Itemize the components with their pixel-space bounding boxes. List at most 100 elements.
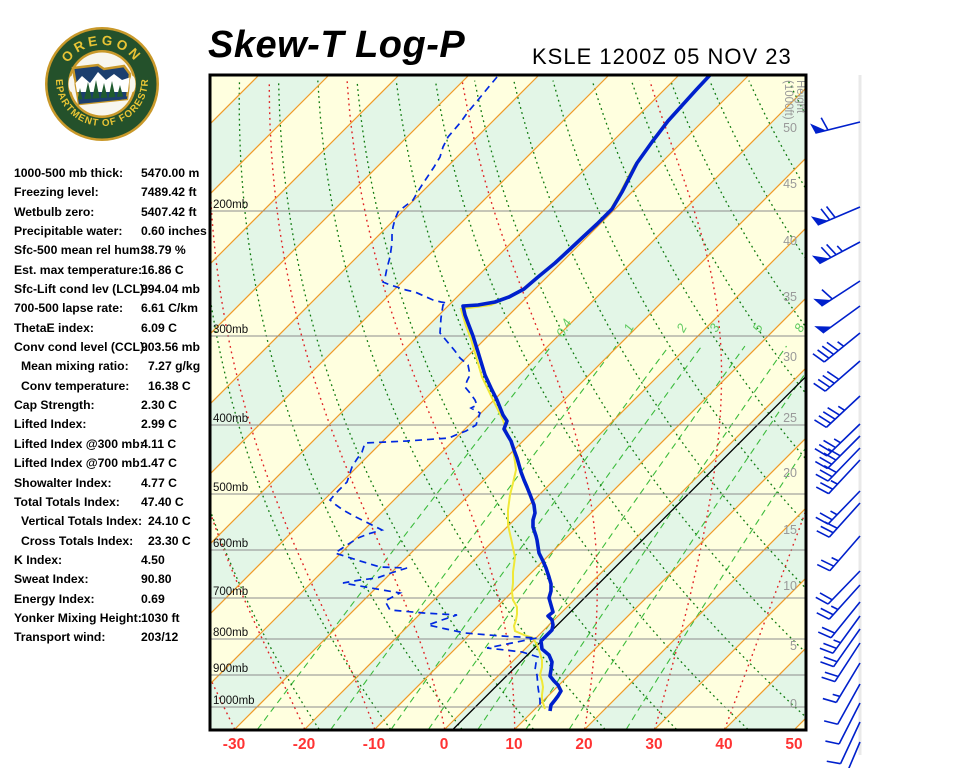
- svg-text:600mb: 600mb: [213, 538, 248, 550]
- svg-text:-30: -30: [223, 736, 245, 753]
- wind-barb: [823, 683, 861, 726]
- index-value: 6.09 C: [141, 320, 177, 335]
- index-row: Transport wind: 203/12: [14, 628, 214, 647]
- wind-barb: [817, 601, 861, 639]
- index-label: Showalter Index:: [14, 475, 112, 490]
- index-value: 1030 ft: [141, 610, 180, 625]
- index-row: Energy Index: 0.69: [14, 590, 214, 609]
- index-label: Cap Strength:: [14, 398, 95, 413]
- wind-barb: [811, 241, 861, 265]
- chart-plot-area: [210, 75, 806, 730]
- svg-text:700mb: 700mb: [213, 586, 248, 598]
- index-row: Mean mixing ratio: 7.27 g/kg: [14, 357, 214, 376]
- index-row: Cross Totals Index: 23.30 C: [14, 532, 214, 551]
- index-value: 47.40 C: [141, 494, 184, 509]
- index-value: 23.30 C: [148, 533, 191, 548]
- index-value: 16.38 C: [148, 378, 191, 393]
- svg-text:200mb: 200mb: [213, 199, 248, 211]
- svg-text:500mb: 500mb: [213, 482, 248, 494]
- svg-text:(1000ft): (1000ft): [782, 80, 794, 120]
- svg-text:1000mb: 1000mb: [213, 695, 255, 707]
- wind-barb: [820, 628, 861, 668]
- index-label: Wetbulb zero:: [14, 204, 95, 219]
- svg-text:20: 20: [575, 736, 592, 753]
- svg-text:300mb: 300mb: [213, 324, 248, 336]
- index-value: 0.60 inches: [141, 224, 207, 239]
- index-row: Conv temperature: 16.38 C: [14, 377, 214, 396]
- index-row: Conv cond level (CCL): 903.56 mb: [14, 338, 214, 357]
- index-value: 0.69: [141, 591, 165, 606]
- index-value: 2.30 C: [141, 398, 177, 413]
- index-label: Sfc-Lift cond lev (LCL):: [14, 282, 149, 297]
- index-row: Lifted Index @700 mb: 1.47 C: [14, 454, 214, 473]
- index-label: Est. max temperature:: [14, 262, 143, 277]
- index-value: 16.86 C: [141, 262, 184, 277]
- index-label: Transport wind:: [14, 630, 106, 645]
- wind-barb: [815, 459, 861, 495]
- index-row: 1000-500 mb thick: 5470.00 m: [14, 164, 214, 183]
- svg-text:900mb: 900mb: [213, 663, 248, 675]
- svg-text:25: 25: [783, 411, 797, 425]
- index-row: Cap Strength: 2.30 C: [14, 396, 214, 415]
- index-label: Precipitable water:: [14, 224, 123, 239]
- pressure-gridlines: [210, 210, 806, 708]
- wind-barb: [812, 332, 861, 363]
- index-label: ThetaE index:: [14, 320, 94, 335]
- wind-barb: [819, 615, 861, 654]
- wind-barbs: [810, 117, 861, 768]
- svg-text:20: 20: [783, 466, 797, 480]
- wind-barb: [810, 206, 861, 226]
- wind-barb: [810, 117, 861, 134]
- svg-text:0.4: 0.4: [553, 316, 575, 339]
- svg-text:40: 40: [715, 736, 732, 753]
- wind-barb: [813, 280, 861, 307]
- wind-barb: [821, 642, 861, 683]
- chart-border: [208, 73, 808, 732]
- svg-text:800mb: 800mb: [213, 627, 248, 639]
- moist-adiabats: [210, 80, 806, 730]
- dewpoint-trace: [328, 76, 541, 706]
- wind-barb: [822, 662, 861, 704]
- index-value: 5470.00 m: [141, 166, 200, 180]
- index-value: 7.27 g/kg: [148, 359, 201, 374]
- index-label: Energy Index:: [14, 591, 95, 606]
- wind-barb: [815, 570, 861, 605]
- index-label: Total Totals Index:: [14, 494, 120, 509]
- svg-text:10: 10: [505, 736, 522, 753]
- index-value: 2.99 C: [141, 417, 177, 432]
- mixing-ratio-lines: [257, 345, 806, 730]
- index-label: 1000-500 mb thick:: [14, 166, 124, 180]
- index-label: Sfc-500 mean rel hum:: [14, 243, 145, 258]
- indices-panel: 1000-500 mb thick: 5470.00 m Freezing leve…: [14, 164, 214, 648]
- svg-text:Height: Height: [794, 80, 806, 114]
- index-label: Lifted Index @700 mb:: [14, 456, 144, 471]
- index-row: Sfc-500 mean rel hum: 38.79 %: [14, 241, 214, 260]
- page-title: Skew-T Log-P: [208, 24, 466, 66]
- index-row: Est. max temperature: 16.86 C: [14, 261, 214, 280]
- index-row: Yonker Mixing Height: 1030 ft: [14, 609, 214, 628]
- wind-barb: [815, 490, 861, 525]
- wind-barb: [814, 395, 861, 429]
- svg-text:45: 45: [783, 177, 797, 191]
- index-value: 7489.42 ft: [141, 185, 197, 200]
- wind-barb: [813, 360, 861, 392]
- index-label: Freezing level:: [14, 185, 99, 200]
- index-row: K Index: 4.50: [14, 551, 214, 570]
- temperature-trace: [461, 75, 712, 712]
- index-value: 38.79 %: [141, 243, 186, 258]
- index-value: 203/12: [141, 630, 179, 645]
- index-value: 994.04 mb: [141, 282, 200, 297]
- index-row: Freezing level: 7489.42 ft: [14, 183, 214, 202]
- index-label: Lifted Index:: [14, 417, 87, 432]
- wind-barb: [816, 502, 861, 538]
- svg-text:30: 30: [783, 350, 797, 364]
- svg-text:50: 50: [783, 121, 797, 135]
- index-label: Mean mixing ratio:: [21, 359, 129, 374]
- svg-text:35: 35: [783, 290, 797, 304]
- svg-text:-10: -10: [363, 736, 385, 753]
- index-row: Showalter Index: 4.77 C: [14, 474, 214, 493]
- index-label: Lifted Index @300 mb:: [14, 436, 144, 451]
